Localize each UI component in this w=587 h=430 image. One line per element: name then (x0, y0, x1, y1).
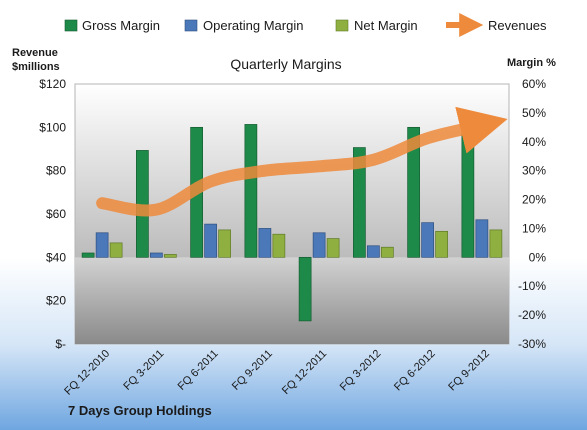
right-tick-label: 0% (529, 250, 547, 264)
right-axis: -30% -20% -10% 0% 10% 20% 30% 40% 50% 60% (518, 77, 546, 351)
right-tick-label: 40% (522, 135, 546, 149)
net-margin-bar (164, 254, 177, 258)
right-tick-label: 50% (522, 106, 546, 120)
x-tick-label: FQ 3-2012 (338, 348, 384, 394)
right-tick-label: -30% (518, 337, 546, 351)
gross-margin-bar (298, 256, 312, 322)
legend-label-revenues: Revenues (488, 18, 547, 33)
operating-margin-bar (312, 232, 326, 258)
right-tick-label: 60% (522, 77, 546, 91)
legend-swatch-net-margin (335, 19, 349, 32)
operating-margin-bar (204, 223, 217, 258)
left-tick-label: $60 (46, 207, 66, 221)
x-tick-label: FQ 9-2011 (230, 348, 275, 393)
gross-margin-bar (461, 121, 475, 258)
net-margin-bar (326, 238, 340, 258)
left-tick-label: $40 (46, 250, 66, 264)
right-tick-label: 30% (522, 164, 546, 178)
right-tick-label: 20% (522, 193, 546, 207)
net-margin-bar (435, 230, 448, 258)
legend-label-operating-margin: Operating Margin (203, 18, 303, 33)
gross-margin-bar (81, 252, 95, 258)
x-tick-label: FQ 9-2012 (446, 348, 492, 394)
left-tick-label: $100 (39, 120, 66, 134)
left-axis-title: Revenue $millions (12, 47, 61, 73)
left-tick-label: $20 (46, 294, 66, 308)
net-margin-bar (381, 246, 394, 258)
net-margin-bar (218, 229, 231, 258)
legend-label-gross-margin: Gross Margin (82, 18, 160, 33)
right-axis-title: Margin % (507, 57, 556, 69)
net-margin-bar (272, 233, 286, 258)
x-tick-label: FQ 6-2012 (392, 348, 438, 394)
gross-margin-bar (244, 124, 258, 258)
right-tick-label: -10% (518, 279, 546, 293)
gross-margin-bar (407, 126, 420, 258)
left-axis: $- $20 $40 $60 $80 $100 $120 (39, 77, 66, 351)
left-tick-label: $120 (39, 77, 66, 91)
chart-title: Quarterly Margins (230, 56, 341, 72)
legend-swatch-operating-margin (184, 19, 198, 32)
operating-margin-bar (475, 219, 489, 258)
gross-margin-bar (353, 147, 366, 258)
operating-margin-bar (258, 228, 272, 258)
revenue-line (96, 106, 508, 217)
legend-swatch-gross-margin (64, 19, 78, 32)
below-zero-band (75, 257, 509, 344)
operating-margin-bar (421, 222, 434, 258)
left-tick-label: $80 (46, 164, 66, 178)
company-name: 7 Days Group Holdings (68, 403, 212, 418)
x-tick-label: FQ 6-2011 (176, 348, 221, 393)
right-tick-label: 10% (522, 221, 546, 235)
operating-margin-bar (95, 232, 109, 258)
left-tick-label: $- (55, 337, 66, 351)
net-margin-bar (489, 229, 503, 258)
x-tick-label: FQ 3-2011 (121, 348, 166, 393)
legend: Gross Margin Operating Margin Net Margin… (64, 13, 547, 37)
right-tick-label: -20% (518, 308, 546, 322)
operating-margin-bar (150, 252, 163, 258)
legend-label-net-margin: Net Margin (354, 18, 418, 33)
x-tick-label: FQ 12-2010 (62, 348, 112, 398)
operating-margin-bar (367, 245, 380, 258)
x-tick-label: FQ 12-2011 (280, 348, 329, 397)
net-margin-bar (109, 242, 123, 258)
x-axis: FQ 12-2010 FQ 3-2011 FQ 6-2011 FQ 9-2011 FQ … (62, 348, 492, 398)
